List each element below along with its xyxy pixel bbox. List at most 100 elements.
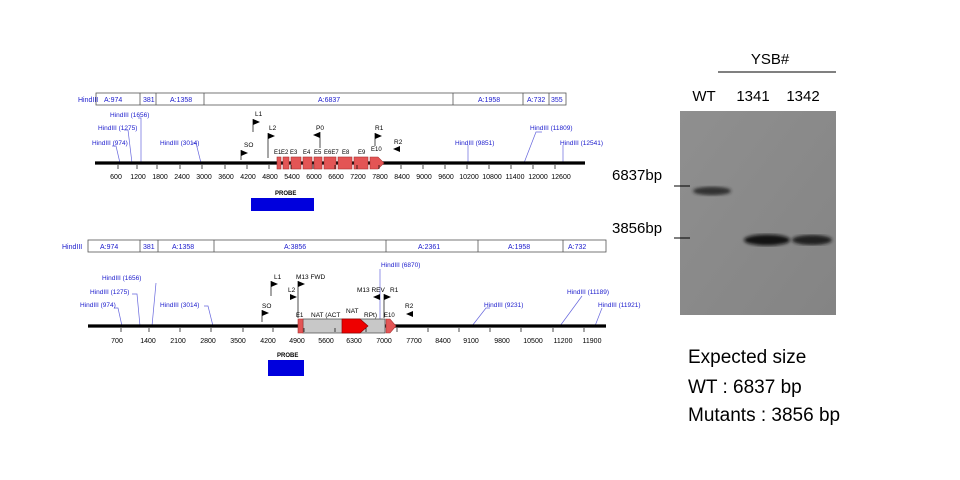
map2-tick-label: 11200 [554, 338, 573, 345]
map2-exon-e1 [297, 318, 304, 334]
map1-tick-label: 5400 [284, 174, 300, 181]
map2-tick-label: 4200 [260, 338, 276, 345]
map2-primer-label: R1 [390, 287, 399, 294]
map1-exon-label: E3 [290, 150, 298, 156]
map2-exon-e10 [385, 318, 397, 334]
map2-fragment-label: 381 [143, 244, 155, 251]
map2-site-label: HindIII (6870) [381, 262, 420, 269]
map1-primer-label: SO [244, 142, 253, 149]
map2-tick-label: 6300 [346, 338, 362, 345]
map1-tick-label: 1200 [130, 174, 146, 181]
map1-site-label: HindIII (11809) [530, 125, 573, 132]
map1-tick-label: 2400 [174, 174, 190, 181]
map1-tick-label: 11400 [506, 174, 525, 181]
map2-tick-label: 2100 [170, 338, 186, 345]
map2-site-lines [114, 269, 603, 327]
map1-fragment-label: A:732 [527, 97, 545, 104]
map1-tick-label: 9600 [438, 174, 454, 181]
map1-primer-arrows [240, 119, 400, 160]
map1-tick-label: 6600 [328, 174, 344, 181]
map1-tick-label: 8400 [394, 174, 410, 181]
map2-cassette-label: NAT [346, 308, 359, 315]
map1-exon-label: E2 [281, 150, 289, 156]
map2-fragment-label: A:2361 [418, 244, 440, 251]
map2-tick-label: 3500 [230, 338, 246, 345]
gel-image [680, 111, 836, 315]
gel-lane-label: 1342 [786, 88, 819, 105]
map1-site-lines [112, 117, 564, 164]
map2-nat-arrow [341, 318, 369, 334]
map1-site-label: HindIII (12541) [560, 140, 603, 147]
map2-tick-label: 5600 [318, 338, 334, 345]
southern-blot: YSB# WT 1341 1342 6837bp 3856bp [612, 51, 836, 315]
map1-tick-label: 12000 [528, 174, 548, 181]
map1-ticks [117, 165, 556, 169]
map1-primer-label: R2 [394, 139, 403, 146]
map1-fragment-label: A:974 [104, 97, 122, 104]
map2-tick-label: 700 [111, 338, 123, 345]
map2-tick-label: 9800 [494, 338, 510, 345]
map1-primer-label: L2 [269, 125, 277, 132]
map2-tick-label: 8400 [435, 338, 451, 345]
map1-tick-label: 3000 [196, 174, 212, 181]
map1-site-label: HindIII (9851) [455, 140, 494, 147]
map1-tick-label: 9000 [416, 174, 432, 181]
map1-exon-label: E10 [371, 147, 382, 153]
map2-fragment-label: A:974 [100, 244, 118, 251]
map1-exon-label: E1 [274, 150, 282, 156]
map1-probe-bar [251, 198, 314, 211]
map1-tick-label: 4800 [262, 174, 278, 181]
gel-band-1341 [744, 234, 790, 246]
map1-site-label: HindIII (974) [92, 140, 128, 147]
map2-probe-label: PROBE [277, 353, 298, 359]
map2-tick-label: 7000 [376, 338, 392, 345]
map2-primer-arrows [261, 281, 413, 322]
map1-tick-label: 3600 [218, 174, 234, 181]
map2-site-label: HindIII (11189) [567, 289, 609, 296]
map2-tick-label: 1400 [140, 338, 156, 345]
map1-primer-label: R1 [375, 125, 384, 132]
map1-exon-label: E8 [342, 150, 350, 156]
map2-exon-label: E1 [296, 313, 304, 319]
map1-tick-label: 4200 [240, 174, 256, 181]
map1-tick-label: 10800 [482, 174, 502, 181]
map2-cassette-label: NAT (ACT [311, 312, 340, 319]
map1-tick-label: 7800 [372, 174, 388, 181]
map1: HindIII A:974 381 A:1358 A:6837 A:1958 A… [78, 92, 603, 211]
map1-exon-blocks [276, 156, 385, 170]
map2-fragment-bar [87, 239, 607, 253]
map2-fragment-label: A:1958 [508, 244, 530, 251]
map2-primer-label: L1 [274, 274, 282, 281]
map1-probe-label: PROBE [275, 191, 296, 197]
map1-fragment-label: A:1358 [170, 97, 192, 104]
map1-fragment-label: HindIII [78, 97, 98, 104]
map2-site-label: HindIII (1275) [90, 289, 129, 296]
map2-tick-label: 11900 [583, 338, 602, 345]
map2-primer-label: M13 REV [357, 287, 385, 294]
map1-exon-label: E6E7 [324, 150, 339, 156]
gel-band-1342 [792, 235, 832, 245]
map1-site-label: HindIII (1275) [98, 125, 137, 132]
map2-site-label: HindIII (9231) [484, 302, 523, 309]
map2-tick-label: 2800 [200, 338, 216, 345]
map1-primer-label: P0 [316, 125, 324, 132]
map1-fragment-bar [95, 92, 567, 106]
map1-fragment-label: 381 [143, 97, 155, 104]
map1-exon-label: E9 [358, 150, 366, 156]
map1-exon-label: E4 [303, 150, 311, 156]
map2-fragment-label: A:1358 [172, 244, 194, 251]
gel-marker-label: 3856bp [612, 220, 662, 237]
summary-mutants: Mutants : 3856 bp [688, 405, 840, 426]
summary-wt: WT : 6837 bp [688, 377, 802, 398]
map2-probe-bar [268, 360, 304, 376]
map1-fragment-label: A:1958 [478, 97, 500, 104]
map2-primer-label: L2 [288, 287, 296, 294]
map1-tick-label: 7200 [350, 174, 366, 181]
map2: HindIII A:974 381 A:1358 A:3856 A:2361 A… [62, 239, 641, 376]
map1-site-label: HindIII (1656) [110, 112, 149, 119]
map1-fragment-label: 355 [551, 97, 563, 104]
map2-tick-label: 7700 [406, 338, 422, 345]
map1-fragment-label: A:6837 [318, 97, 340, 104]
map2-primer-label: M13 FWD [296, 274, 326, 281]
